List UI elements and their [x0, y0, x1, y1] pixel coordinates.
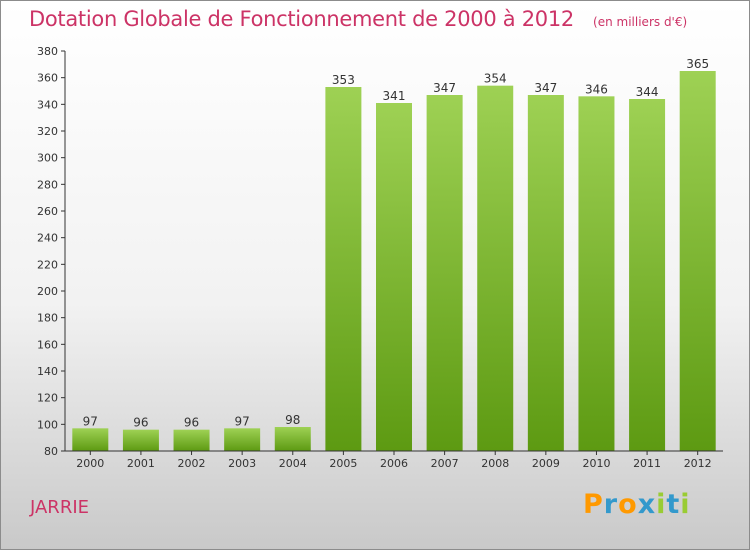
bar-2010: [578, 96, 615, 451]
bar-value-label: 354: [484, 72, 507, 86]
y-tick-label: 300: [37, 152, 58, 165]
bar-2003: [224, 428, 261, 451]
bar-2000: [72, 428, 109, 451]
y-tick-label: 220: [37, 258, 58, 271]
bar-2007: [426, 95, 463, 451]
bars: 97 96 96 97 98 353 341 347 354 347 346 344 365: [72, 57, 716, 452]
bar-2012: [679, 71, 716, 451]
bar-2002: [173, 429, 210, 451]
bar-value-label: 365: [686, 57, 709, 71]
bar-value-label: 98: [285, 413, 300, 427]
logo-letter: t: [666, 489, 681, 520]
y-tick-label: 260: [37, 205, 58, 218]
bar-2009: [527, 95, 564, 451]
proxiti-logo[interactable]: Proxiti: [583, 489, 691, 520]
x-tick-label: 2010: [582, 457, 610, 470]
y-tick-label: 180: [37, 312, 58, 325]
y-tick-label: 80: [44, 445, 58, 458]
logo-letter: P: [583, 489, 604, 520]
y-tick-label: 100: [37, 418, 58, 431]
x-tick-label: 2000: [76, 457, 104, 470]
commune-name: JARRIE: [30, 497, 90, 518]
y-tick-label: 160: [37, 338, 58, 351]
bar-2001: [122, 429, 159, 451]
bar-2011: [629, 99, 666, 451]
x-tick-label: 2008: [481, 457, 509, 470]
bar-value-label: 341: [383, 89, 406, 103]
x-tick-label: 2002: [178, 457, 206, 470]
title-row: Dotation Globale de Fonctionnement de 20…: [29, 7, 687, 31]
bar-value-label: 344: [636, 85, 659, 99]
y-tick-label: 380: [37, 45, 58, 58]
x-tick-label: 2005: [329, 457, 357, 470]
bar-2005: [325, 87, 362, 451]
logo-letter: r: [603, 489, 619, 520]
logo-letter: i: [656, 489, 667, 520]
x-tick-label: 2004: [279, 457, 307, 470]
chart-title: Dotation Globale de Fonctionnement de 20…: [29, 7, 574, 31]
y-tick-label: 320: [37, 125, 58, 138]
bar-value-label: 97: [83, 414, 98, 428]
y-tick-label: 120: [37, 392, 58, 405]
bar-value-label: 97: [235, 414, 250, 428]
logo-letter: x: [637, 489, 657, 520]
bar-value-label: 347: [433, 81, 456, 95]
y-tick-label: 140: [37, 365, 58, 378]
y-tick-label: 240: [37, 232, 58, 245]
bar-2004: [274, 427, 311, 451]
x-tick-label: 2001: [127, 457, 155, 470]
y-tick-label: 280: [37, 178, 58, 191]
y-tick-label: 360: [37, 72, 58, 85]
x-tick-label: 2012: [684, 457, 712, 470]
y-tick-label: 340: [37, 98, 58, 111]
logo-letter: i: [680, 489, 691, 520]
x-tick-label: 2007: [431, 457, 459, 470]
bar-value-label: 96: [184, 416, 199, 430]
y-axis: 80 100 120 140 160 180 200 220 240 260 280 300 320 34…: [37, 45, 66, 458]
bar-value-label: 347: [534, 81, 557, 95]
bar-value-label: 346: [585, 82, 608, 96]
chart-unit: (en milliers d'€): [593, 15, 688, 29]
bar-value-label: 96: [133, 416, 148, 430]
x-axis: 2000 2001 2002 2003 2004 2005 2006 2007 2008 2009…: [65, 450, 723, 470]
x-tick-label: 2009: [532, 457, 560, 470]
logo-letter: o: [618, 489, 638, 520]
bar-2006: [376, 103, 412, 451]
bar-2008: [477, 85, 514, 452]
x-tick-label: 2003: [228, 457, 256, 470]
bar-value-label: 353: [332, 73, 355, 87]
x-tick-label: 2006: [380, 457, 408, 470]
y-tick-label: 200: [37, 285, 58, 298]
x-tick-label: 2011: [633, 457, 661, 470]
